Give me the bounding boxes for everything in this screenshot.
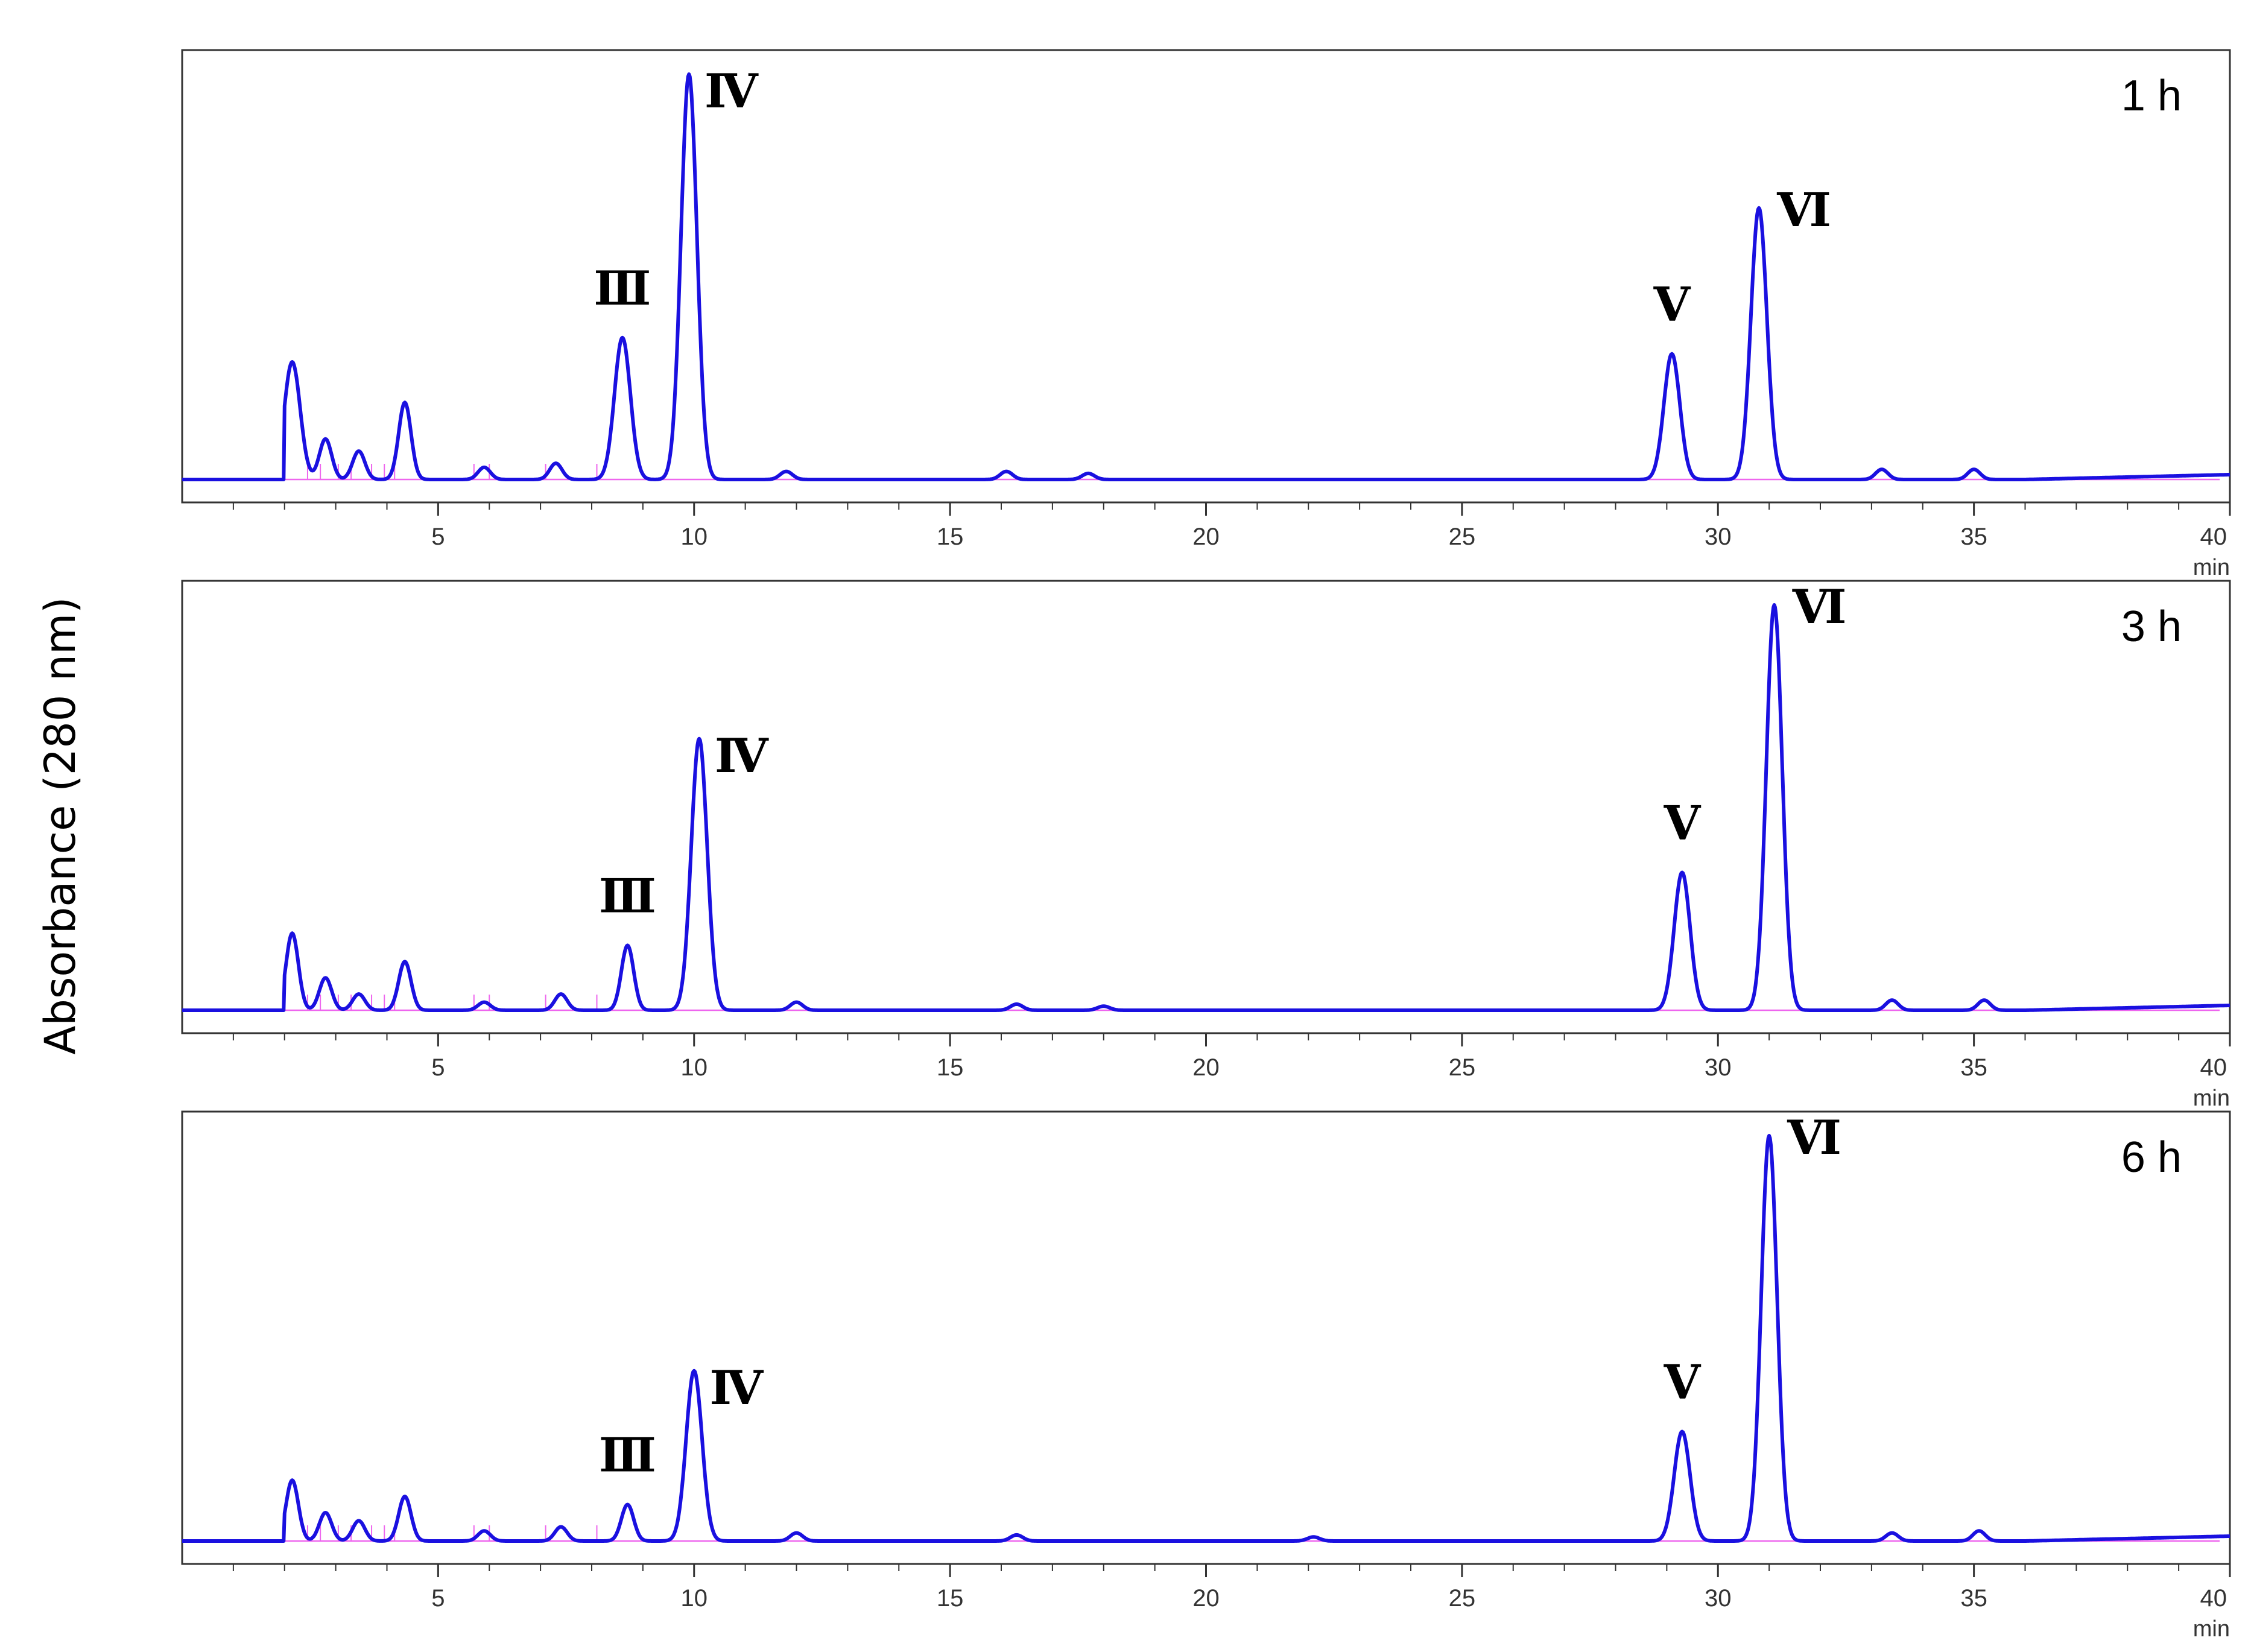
panel-frame-1 <box>181 49 2231 504</box>
chromatogram-trace <box>181 1134 2231 1543</box>
peak-label: Ⅲ <box>594 261 651 316</box>
peak-label: Ⅵ <box>1792 580 1847 635</box>
x-tick-label: 25 <box>1449 524 1476 550</box>
peak-label: Ⅳ <box>709 1361 764 1416</box>
x-tick-label: 10 <box>681 1054 708 1081</box>
peak-label: Ⅴ <box>1653 277 1691 332</box>
x-axis-unit: min <box>2193 555 2230 580</box>
x-tick-label: 35 <box>1960 1054 1987 1081</box>
x-tick-label: 40 <box>2200 1585 2227 1612</box>
panel-time-label: 3 h <box>2121 603 2182 651</box>
x-tick-label: 15 <box>937 524 964 550</box>
x-tick-label: 15 <box>937 1585 964 1612</box>
peak-label: Ⅴ <box>1664 796 1702 851</box>
panel-time-label: 1 h <box>2121 72 2182 120</box>
x-tick-label: 30 <box>1705 1054 1732 1081</box>
peak-label: Ⅴ <box>1664 1355 1702 1410</box>
peak-label: Ⅳ <box>715 729 769 783</box>
x-tick-label: 35 <box>1960 524 1987 550</box>
x-tick-label: 40 <box>2200 524 2227 550</box>
peak-label: Ⅲ <box>599 869 656 923</box>
chromatogram-trace <box>181 603 2231 1012</box>
peak-label: Ⅲ <box>599 1428 656 1483</box>
panel-time-label: 6 h <box>2121 1133 2182 1182</box>
chromatogram-trace <box>181 72 2231 481</box>
x-tick-label: 10 <box>681 1585 708 1612</box>
x-tick-label: 5 <box>431 524 445 550</box>
x-tick-label: 30 <box>1705 524 1732 550</box>
x-tick-label: 20 <box>1192 524 1220 550</box>
x-tick-label: 30 <box>1705 1585 1732 1612</box>
x-axis-unit: min <box>2193 1616 2230 1642</box>
peak-label: Ⅳ <box>704 64 759 119</box>
x-tick-label: 25 <box>1449 1585 1476 1612</box>
x-tick-label: 35 <box>1960 1585 1987 1612</box>
x-tick-label: 5 <box>431 1585 445 1612</box>
x-tick-label: 10 <box>681 524 708 550</box>
x-tick-label: 40 <box>2200 1054 2227 1081</box>
x-tick-label: 20 <box>1192 1054 1220 1081</box>
x-tick-label: 25 <box>1449 1054 1476 1081</box>
panel-frame-3 <box>181 1110 2231 1565</box>
panel-frame-2 <box>181 580 2231 1034</box>
x-tick-label: 20 <box>1192 1585 1220 1612</box>
x-tick-label: 5 <box>431 1054 445 1081</box>
x-axis-unit: min <box>2193 1086 2230 1111</box>
peak-label: Ⅵ <box>1787 1110 1841 1165</box>
peak-label: Ⅵ <box>1776 183 1831 238</box>
x-tick-label: 15 <box>937 1054 964 1081</box>
